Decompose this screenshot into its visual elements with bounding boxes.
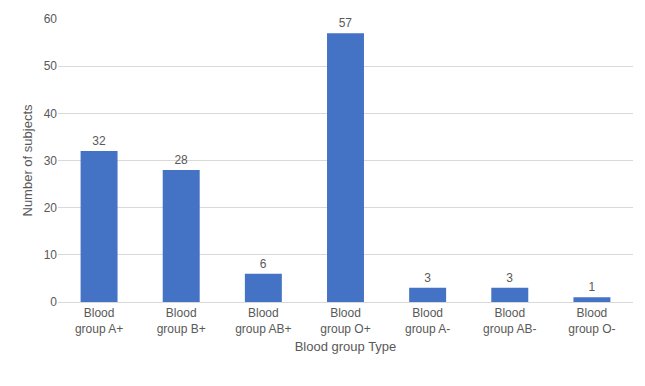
svg-text:Bloodgroup AB-: Bloodgroup AB- — [483, 306, 536, 336]
svg-text:Blood group Type: Blood group Type — [295, 339, 397, 354]
svg-text:28: 28 — [174, 153, 188, 167]
svg-text:40: 40 — [44, 107, 58, 121]
svg-text:10: 10 — [44, 248, 58, 262]
svg-text:0: 0 — [50, 295, 57, 309]
svg-text:Bloodgroup AB+: Bloodgroup AB+ — [235, 306, 291, 336]
svg-text:50: 50 — [44, 59, 58, 73]
svg-text:Number of subjects: Number of subjects — [20, 104, 35, 216]
svg-text:3: 3 — [506, 271, 513, 285]
svg-text:3: 3 — [424, 271, 431, 285]
svg-text:1: 1 — [588, 280, 595, 294]
svg-text:32: 32 — [92, 134, 106, 148]
svg-text:Bloodgroup B+: Bloodgroup B+ — [157, 306, 206, 336]
svg-text:20: 20 — [44, 201, 58, 215]
svg-text:Bloodgroup A-: Bloodgroup A- — [405, 306, 450, 336]
svg-text:57: 57 — [339, 16, 353, 30]
svg-text:Bloodgroup A+: Bloodgroup A+ — [75, 306, 123, 336]
svg-text:60: 60 — [44, 12, 58, 26]
svg-text:Bloodgroup O-: Bloodgroup O- — [568, 306, 615, 336]
svg-text:Bloodgroup O+: Bloodgroup O+ — [320, 306, 370, 336]
svg-text:6: 6 — [260, 257, 267, 271]
svg-text:30: 30 — [44, 154, 58, 168]
